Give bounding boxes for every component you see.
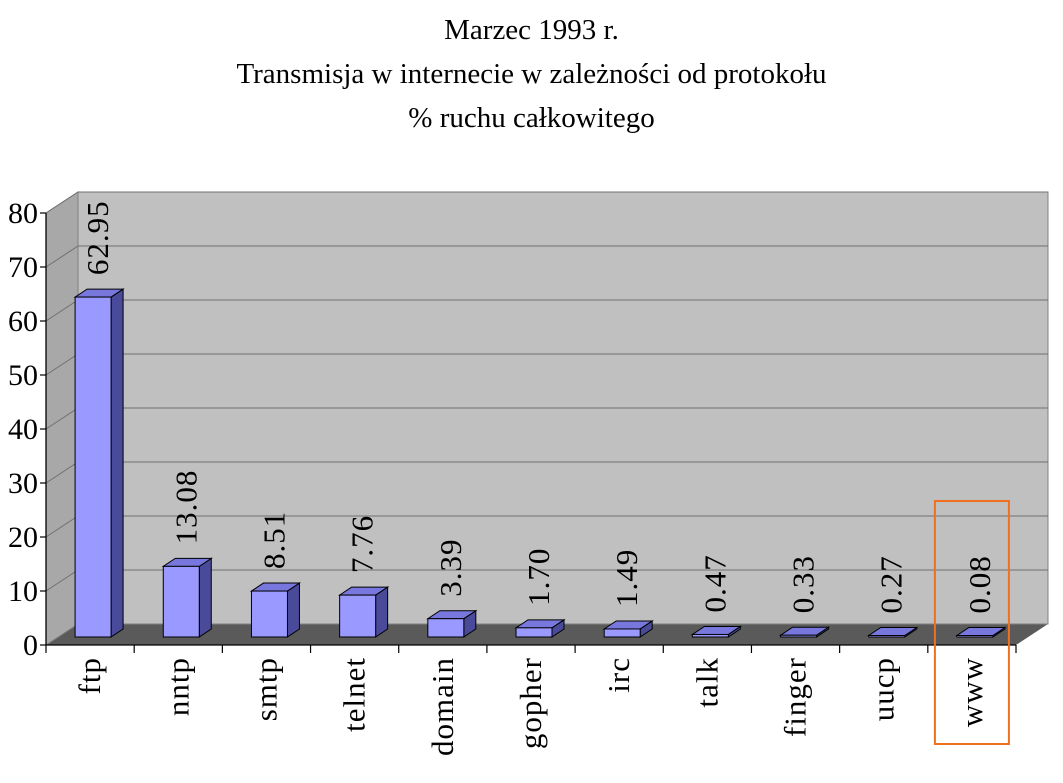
bar-side: [198, 557, 212, 638]
bars: [73, 288, 1007, 638]
chart-subtitle-units: % ruchu całkowitego: [408, 102, 655, 134]
y-tick-label: 70: [8, 251, 38, 284]
category-label: telnet: [337, 657, 372, 732]
category-label: smtp: [248, 657, 283, 721]
bar: [249, 582, 302, 638]
category-label: talk: [689, 657, 724, 708]
bar: [161, 557, 213, 638]
category-label: finger: [778, 657, 813, 737]
y-axis-tick-labels: 0 10 20 30 40 50 60 70 80: [8, 197, 38, 662]
bar: [778, 626, 831, 638]
bar-front: [74, 296, 112, 638]
category-label: gopher: [513, 657, 548, 749]
data-label: 3.39: [433, 538, 468, 596]
bar-side: [286, 582, 300, 638]
bar: [602, 620, 654, 638]
bar-front: [780, 634, 818, 638]
y-tick-label: 60: [8, 305, 38, 338]
y-tick-label: 10: [8, 575, 38, 608]
chart-subtitle: Transmisja w internecie w zależności od …: [236, 58, 827, 90]
data-label: 13.08: [168, 470, 203, 545]
data-label: 0.33: [786, 555, 821, 613]
chart-title-block: Marzec 1993 r. Transmisja w internecie w…: [0, 8, 1063, 140]
bar-front: [250, 590, 288, 638]
category-label: ftp: [72, 657, 107, 694]
category-label: irc: [601, 657, 636, 693]
bar: [73, 288, 125, 638]
highlight-box: [933, 500, 1010, 745]
bar-side: [375, 586, 389, 638]
category-label: domain: [425, 657, 460, 756]
y-tick-label: 50: [8, 359, 38, 392]
bar-front: [427, 618, 465, 638]
data-label: 8.51: [256, 511, 291, 569]
y-tick-label: 80: [8, 197, 38, 230]
chart-title: Marzec 1993 r.: [444, 14, 619, 46]
category-label: www: [954, 657, 989, 727]
bar: [690, 625, 743, 638]
gridline: [45, 191, 1048, 214]
bar-front: [691, 633, 729, 638]
y-tick-label: 20: [8, 521, 38, 554]
bar-front: [868, 635, 906, 638]
y-tick-label: 0: [23, 629, 38, 662]
category-label: nntp: [160, 657, 195, 716]
bar-front: [339, 594, 377, 638]
axes: [40, 212, 1017, 653]
data-label: 62.95: [80, 200, 115, 275]
category-label: uucp: [866, 657, 901, 721]
y-tick-label: 30: [8, 467, 38, 500]
bar-front: [956, 635, 994, 638]
bar: [426, 609, 478, 638]
bar-front: [603, 628, 641, 638]
data-label: 0.08: [962, 555, 997, 613]
bar: [867, 626, 919, 638]
gridline: [45, 245, 1048, 268]
bar: [514, 618, 566, 638]
bar-side: [110, 288, 124, 638]
bar-front: [515, 627, 553, 638]
data-label: 0.27: [874, 555, 909, 613]
y-tick-label: 40: [8, 413, 38, 446]
data-label: 0.47: [697, 554, 732, 612]
bar: [337, 586, 390, 638]
category-labels: ftp nntp smtp telnet domain gopher irc talk fing…: [72, 657, 989, 756]
bar-front: [162, 565, 200, 638]
data-label: 1.70: [521, 548, 556, 606]
bar: [955, 626, 1007, 638]
data-labels: 62.95 13.08 8.51 7.76 3.39 1.70 1.49 0.47 0.33 0.…: [80, 200, 997, 613]
data-label: 7.76: [345, 515, 380, 573]
data-label: 1.49: [609, 549, 644, 607]
